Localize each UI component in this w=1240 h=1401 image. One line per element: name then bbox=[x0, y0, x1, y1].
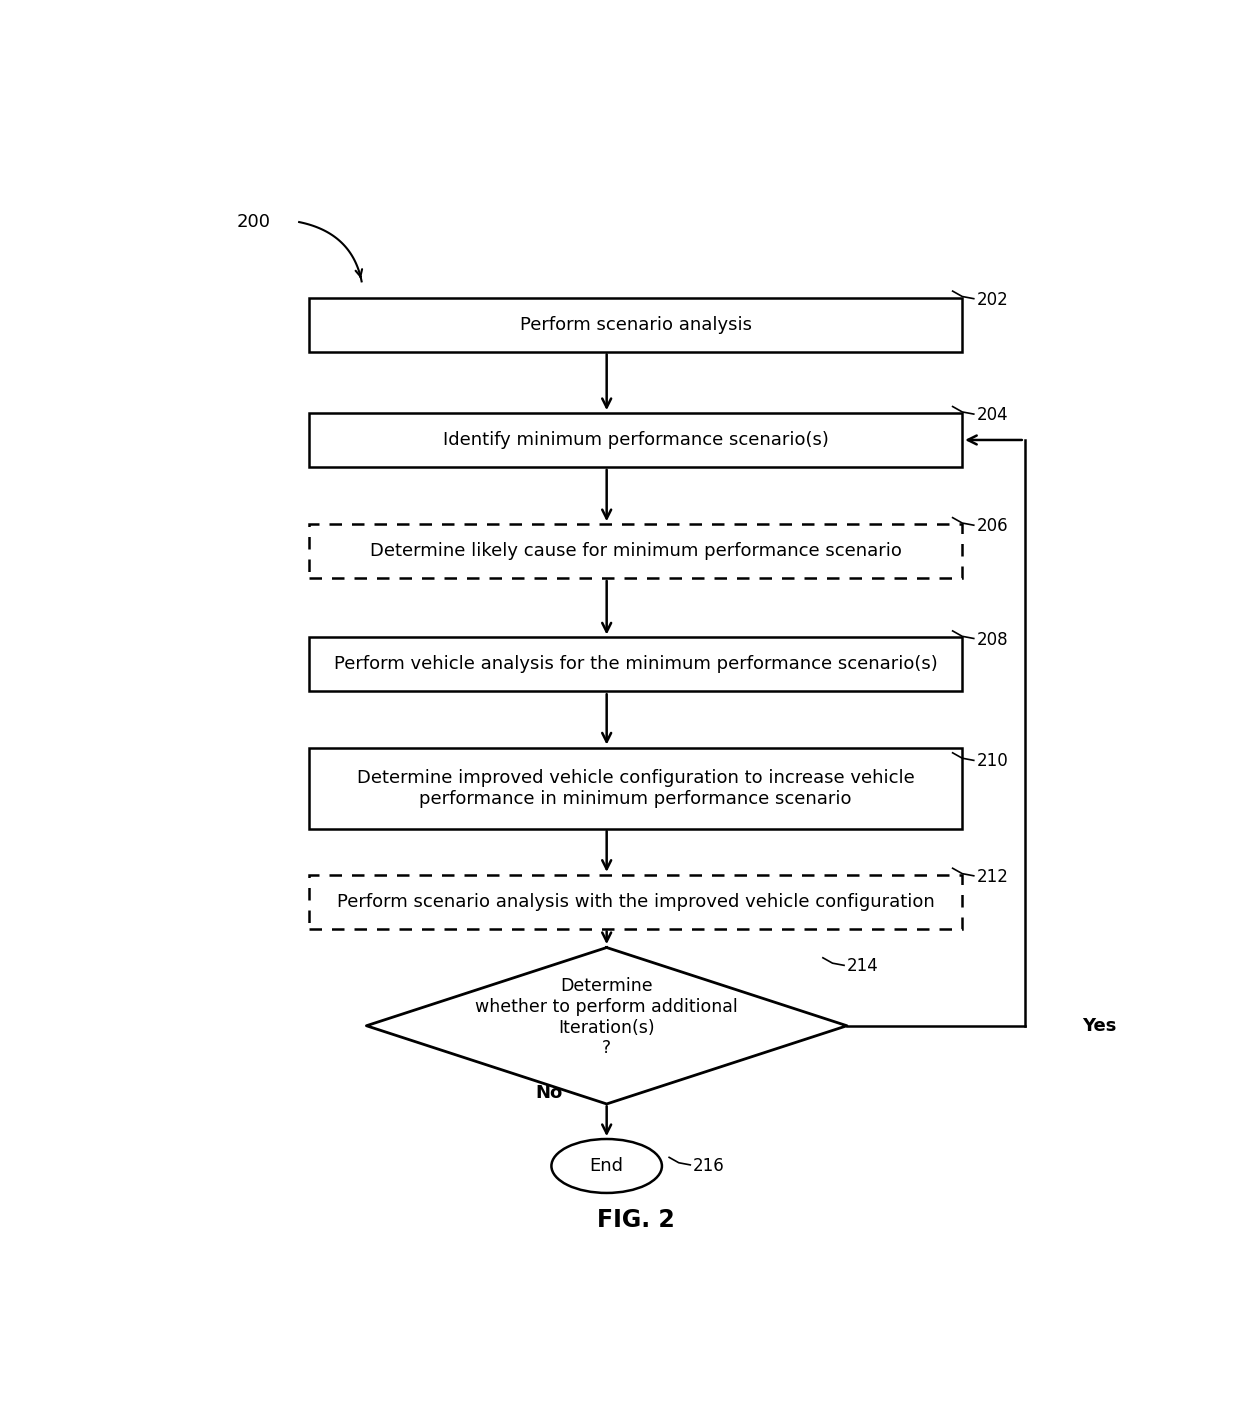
Text: FIG. 2: FIG. 2 bbox=[596, 1208, 675, 1231]
Text: 212: 212 bbox=[977, 867, 1008, 885]
Text: Perform scenario analysis: Perform scenario analysis bbox=[520, 315, 751, 333]
Text: 206: 206 bbox=[977, 517, 1008, 535]
Ellipse shape bbox=[552, 1139, 662, 1194]
Text: 210: 210 bbox=[977, 752, 1008, 771]
Text: Identify minimum performance scenario(s): Identify minimum performance scenario(s) bbox=[443, 432, 828, 448]
Text: Perform scenario analysis with the improved vehicle configuration: Perform scenario analysis with the impro… bbox=[336, 892, 935, 911]
FancyBboxPatch shape bbox=[309, 413, 962, 467]
Text: 214: 214 bbox=[847, 957, 879, 975]
Text: 216: 216 bbox=[693, 1157, 725, 1175]
Text: No: No bbox=[536, 1083, 563, 1101]
Text: 202: 202 bbox=[977, 291, 1008, 308]
Text: Determine
whether to perform additional
Iteration(s)
?: Determine whether to perform additional … bbox=[475, 976, 738, 1058]
FancyBboxPatch shape bbox=[309, 297, 962, 352]
Text: 208: 208 bbox=[977, 630, 1008, 649]
FancyBboxPatch shape bbox=[309, 874, 962, 929]
Text: 200: 200 bbox=[237, 213, 270, 231]
Polygon shape bbox=[367, 947, 847, 1104]
FancyBboxPatch shape bbox=[309, 637, 962, 691]
FancyBboxPatch shape bbox=[309, 524, 962, 579]
Text: Determine likely cause for minimum performance scenario: Determine likely cause for minimum perfo… bbox=[370, 542, 901, 560]
Text: Perform vehicle analysis for the minimum performance scenario(s): Perform vehicle analysis for the minimum… bbox=[334, 656, 937, 674]
Text: Yes: Yes bbox=[1083, 1017, 1117, 1035]
FancyBboxPatch shape bbox=[309, 748, 962, 829]
Text: 204: 204 bbox=[977, 406, 1008, 425]
Text: Determine improved vehicle configuration to increase vehicle
performance in mini: Determine improved vehicle configuration… bbox=[357, 769, 914, 808]
Text: End: End bbox=[590, 1157, 624, 1175]
